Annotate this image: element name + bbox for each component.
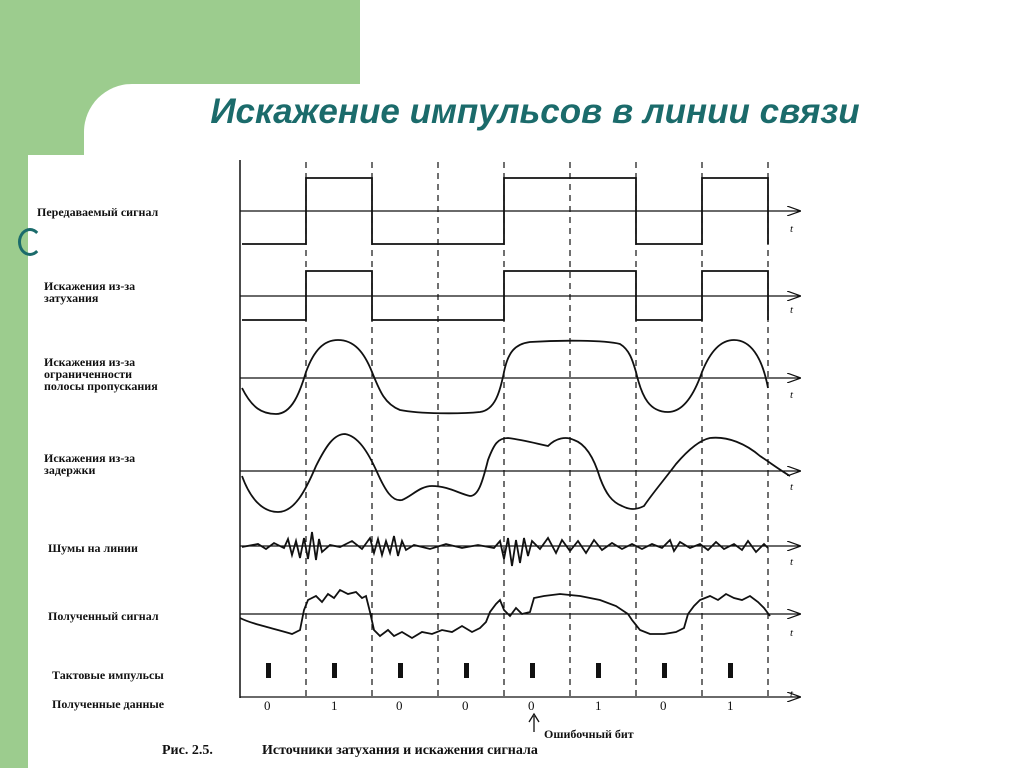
row-label-attenuation-2: затухания (44, 291, 99, 305)
figure-caption-prefix: Рис. 2.5. (162, 743, 213, 758)
received-signal-wave (239, 588, 771, 640)
error-bit-label: Ошибочный бит (544, 727, 634, 741)
received-bit: 0 (660, 698, 667, 713)
time-axes (240, 211, 800, 697)
row-label-bandwidth-3: полосы пропускания (44, 379, 158, 393)
axis-t-label: t (790, 627, 794, 639)
time-axis-labels: t t t t t t t (790, 223, 794, 700)
row-label-clock: Тактовые импульсы (52, 668, 164, 682)
received-bits: 0 1 0 0 0 1 0 1 (264, 698, 734, 713)
axis-t-label: t (790, 304, 794, 316)
figure-caption-text: Источники затухания и искажения сигнала (262, 743, 538, 758)
axis-t-label: t (790, 223, 794, 235)
attenuated-signal-wave (242, 270, 769, 321)
row-label-received-data: Полученные данные (52, 697, 165, 711)
received-bit: 0 (396, 698, 403, 713)
error-bit-marker: Ошибочный бит (528, 712, 634, 741)
row-label-received: Полученный сигнал (48, 609, 159, 623)
received-bit: 0 (528, 698, 535, 713)
partial-bullet-glyph (18, 228, 42, 256)
row-label-noise: Шумы на линии (48, 541, 138, 555)
row-label-attenuation-1: Искажения из-за (44, 279, 135, 293)
line-noise-wave (241, 531, 769, 567)
clock-pulses (266, 663, 733, 678)
received-bit: 0 (462, 698, 469, 713)
axis-t-label: t (790, 688, 794, 700)
transmitted-signal-wave (242, 177, 769, 245)
row-label-transmitted: Передаваемый сигнал (37, 205, 159, 219)
axis-t-label: t (790, 481, 794, 493)
background-left-strip (0, 155, 28, 768)
bit-boundary-lines (305, 162, 769, 700)
axis-t-label: t (790, 389, 794, 401)
received-bit: 1 (727, 698, 734, 713)
row-label-bandwidth-1: Искажения из-за (44, 355, 135, 369)
slide-title: Искажение импульсов в линии связи (210, 92, 860, 131)
delay-distorted-wave (241, 433, 791, 513)
axis-t-label: t (790, 556, 794, 568)
received-bit: 0 (264, 698, 271, 713)
bandwidth-limited-wave (241, 339, 769, 415)
signal-distortion-diagram: t t t t t t t Передаваемый сигнал Искаже… (37, 160, 1024, 758)
row-label-delay-2: задержки (44, 463, 96, 477)
received-bit: 1 (595, 698, 602, 713)
row-label-delay-1: Искажения из-за (44, 451, 135, 465)
row-labels: Передаваемый сигнал Искажения из-за зату… (37, 205, 165, 711)
row-label-bandwidth-2: ограниченности (44, 367, 132, 381)
received-bit: 1 (331, 698, 338, 713)
